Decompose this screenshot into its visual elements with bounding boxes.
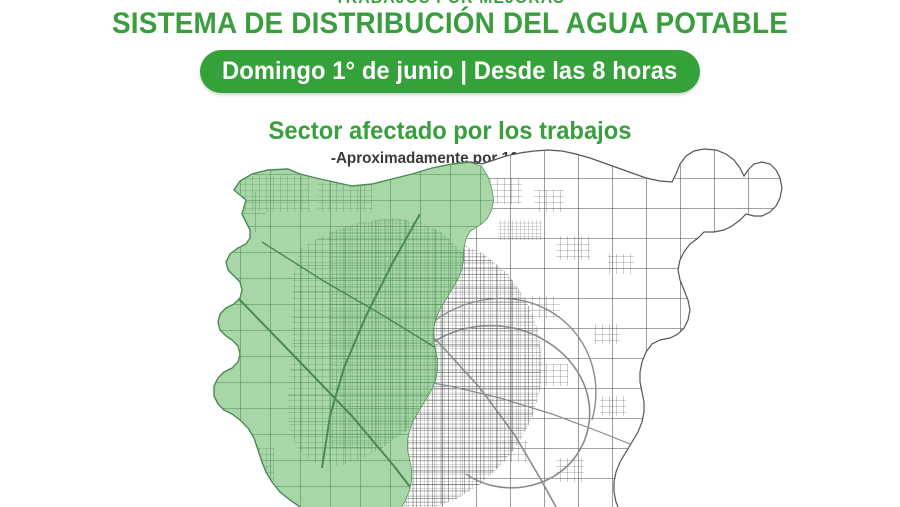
unaffected-pocket-g <box>594 324 620 344</box>
kicker-text: TRABAJOS POR MEJORAS <box>36 0 864 8</box>
city-outline-east <box>469 148 783 507</box>
unaffected-bypass-road <box>417 297 597 421</box>
date-banner: Domingo 1° de junio | Desde las 8 horas <box>200 50 700 93</box>
unaffected-pocket-d <box>556 236 590 260</box>
affected-diagonal-route <box>321 213 421 469</box>
affected-diagonal-avenue <box>237 297 421 501</box>
affected-west-coastline <box>213 199 301 507</box>
unaffected-pocket-e <box>608 254 634 274</box>
unaffected-pocket-i <box>600 396 626 416</box>
unaffected-pocket-b <box>534 190 564 212</box>
unaffected-pocket-c <box>498 220 542 240</box>
affected-south-pocket <box>226 448 274 482</box>
affected-north-pocket-c <box>226 192 266 232</box>
date-banner-text: Domingo 1° de junio | Desde las 8 horas <box>222 57 678 85</box>
affected-north-pocket-b <box>318 182 372 212</box>
sector-heading: Sector afectado por los trabajos <box>268 117 632 145</box>
unaffected-rail-line <box>403 307 557 507</box>
affected-cross-road <box>261 241 437 349</box>
unaffected-pocket-k <box>556 458 584 482</box>
outage-map-svg <box>213 148 783 507</box>
outage-map <box>0 148 900 507</box>
page-title: SISTEMA DE DISTRIBUCIÓN DEL AGUA POTABLE <box>111 7 789 40</box>
unaffected-radial-road <box>402 377 641 449</box>
unaffected-ring-road <box>429 324 591 489</box>
unaffected-pocket-h <box>540 364 568 386</box>
